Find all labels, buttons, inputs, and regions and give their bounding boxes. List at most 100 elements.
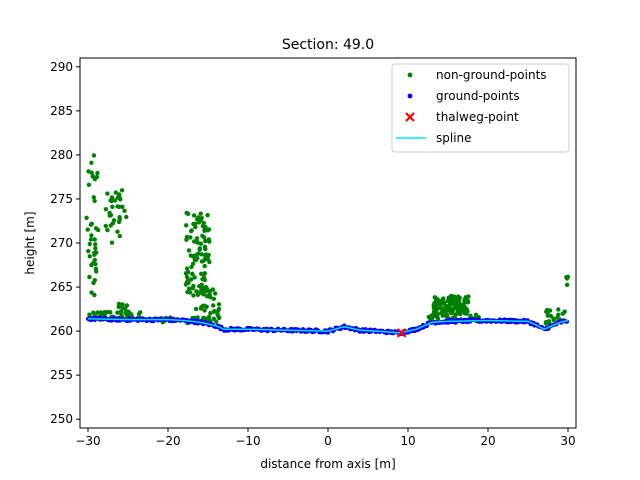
- non-ground-point: [185, 289, 190, 295]
- non-ground-point: [202, 277, 208, 283]
- non-ground-point: [197, 246, 202, 251]
- non-ground-point: [117, 233, 123, 239]
- non-ground-point: [184, 223, 189, 228]
- non-ground-point: [201, 315, 206, 321]
- non-ground-point: [108, 223, 113, 228]
- non-ground-point: [215, 309, 220, 314]
- legend-swatch-non-ground-points: [407, 72, 413, 78]
- non-ground-point: [103, 223, 109, 229]
- non-ground-point: [458, 311, 463, 317]
- non-ground-point: [435, 297, 440, 302]
- non-ground-point: [92, 198, 97, 204]
- non-ground-point: [192, 257, 198, 262]
- non-ground-point: [463, 306, 468, 311]
- non-ground-point: [117, 192, 122, 197]
- non-ground-point: [110, 204, 115, 209]
- y-tick-label: 255: [50, 368, 73, 382]
- non-ground-point: [452, 314, 457, 320]
- x-tick-label: 20: [480, 434, 495, 448]
- non-ground-point: [468, 313, 473, 318]
- non-ground-point: [464, 311, 469, 316]
- non-ground-point: [89, 170, 94, 175]
- non-ground-point: [455, 299, 460, 305]
- non-ground-point: [190, 271, 195, 277]
- non-ground-point: [115, 229, 120, 234]
- non-ground-point: [216, 314, 221, 319]
- non-ground-point: [186, 248, 192, 253]
- non-ground-point: [192, 275, 197, 280]
- y-axis-label: height [m]: [23, 211, 37, 274]
- non-ground-point: [196, 251, 201, 256]
- non-ground-point: [448, 307, 453, 312]
- non-ground-point: [89, 262, 94, 268]
- non-ground-point: [195, 215, 201, 220]
- non-ground-point: [188, 228, 194, 234]
- non-ground-point: [435, 316, 441, 321]
- non-ground-point: [208, 310, 213, 316]
- non-ground-point: [136, 311, 142, 317]
- non-ground-point: [437, 306, 442, 311]
- legend-swatch-ground-points: [407, 93, 413, 99]
- chart-title: Section: 49.0: [282, 37, 374, 53]
- non-ground-point: [98, 310, 103, 315]
- non-ground-point: [203, 238, 208, 244]
- non-ground-points-group: [84, 153, 571, 326]
- legend-label: thalweg-point: [436, 110, 519, 124]
- non-ground-point: [194, 239, 200, 244]
- non-ground-point: [202, 308, 207, 313]
- non-ground-point: [94, 174, 100, 180]
- non-ground-point: [191, 254, 196, 259]
- non-ground-point: [199, 252, 204, 257]
- non-ground-point: [87, 241, 93, 247]
- non-ground-point: [441, 300, 447, 306]
- non-ground-point: [183, 282, 189, 287]
- non-ground-point: [87, 312, 92, 317]
- thalweg-point: [396, 328, 407, 338]
- non-ground-point: [207, 239, 212, 244]
- non-ground-point: [207, 292, 212, 297]
- non-ground-point: [185, 211, 191, 216]
- non-ground-point: [213, 291, 218, 296]
- non-ground-point: [191, 213, 197, 218]
- non-ground-point: [564, 282, 570, 287]
- y-tick-label: 250: [50, 412, 73, 426]
- non-ground-point: [207, 288, 213, 294]
- non-ground-point: [190, 261, 196, 266]
- non-ground-point: [108, 212, 114, 218]
- non-ground-point: [120, 204, 125, 209]
- non-ground-point: [124, 303, 130, 308]
- non-ground-point: [105, 191, 110, 196]
- x-tick-label: 30: [560, 434, 575, 448]
- non-ground-point: [543, 321, 549, 326]
- non-ground-point: [187, 286, 192, 291]
- non-ground-point: [431, 313, 436, 318]
- non-ground-point: [556, 312, 561, 317]
- legend-label: spline: [436, 131, 472, 145]
- y-tick-label: 285: [50, 104, 73, 118]
- non-ground-point: [89, 233, 94, 238]
- non-ground-point: [193, 221, 198, 226]
- y-tick-label: 260: [50, 324, 73, 338]
- legend-box: [391, 63, 570, 153]
- non-ground-point: [190, 286, 195, 291]
- non-ground-point: [205, 256, 210, 262]
- non-ground-point: [101, 311, 107, 316]
- non-ground-point: [198, 306, 204, 311]
- non-ground-point: [88, 237, 94, 242]
- non-ground-point: [462, 298, 467, 303]
- non-ground-point: [92, 292, 97, 298]
- non-ground-point: [121, 306, 126, 311]
- non-ground-point: [184, 234, 190, 240]
- non-ground-point: [85, 227, 90, 232]
- non-ground-point: [451, 298, 456, 303]
- non-ground-point: [86, 182, 92, 187]
- non-ground-point: [562, 309, 567, 314]
- spline-line: [87, 318, 569, 334]
- non-ground-point: [551, 317, 556, 323]
- non-ground-point: [109, 240, 115, 245]
- non-ground-point: [195, 292, 200, 297]
- non-ground-point: [184, 274, 190, 280]
- non-ground-point: [216, 302, 222, 307]
- non-ground-point: [202, 253, 208, 258]
